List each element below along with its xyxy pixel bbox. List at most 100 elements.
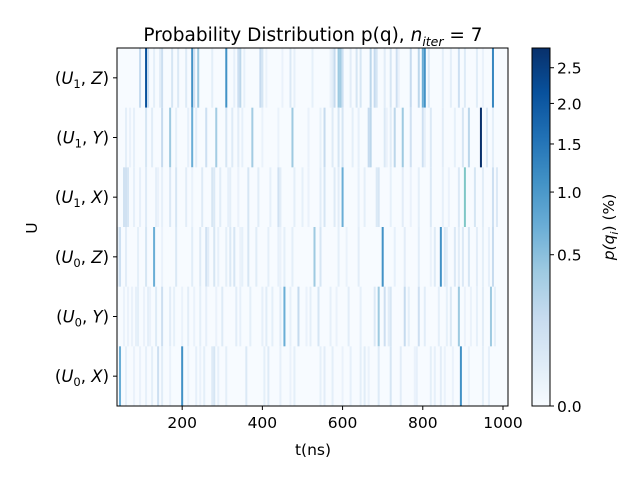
- heatmap-cell: [441, 167, 444, 227]
- heatmap-cell: [147, 286, 150, 347]
- heatmap-cell: [217, 227, 220, 287]
- heatmap-cell: [351, 107, 354, 168]
- heatmap-cell: [337, 227, 340, 287]
- heatmap-cell: [225, 227, 228, 287]
- heatmap-cell: [271, 286, 274, 347]
- heatmap-cell: [363, 346, 366, 406]
- heatmap-cell: [145, 346, 148, 406]
- heatmap-cell: [175, 167, 178, 227]
- heatmap-cell: [185, 167, 188, 227]
- heatmap-cell: [373, 286, 376, 347]
- heatmap-cell: [489, 286, 492, 347]
- heatmap-cell: [251, 107, 254, 168]
- heatmap-cell: [491, 48, 494, 108]
- heatmap-cell: [145, 48, 148, 108]
- colorbar-tick-label: 1.5: [557, 136, 582, 154]
- heatmap-cell: [307, 167, 310, 227]
- heatmap-cell: [355, 48, 358, 108]
- chart-title-text: Probability Distribution p(q),: [143, 25, 410, 46]
- heatmap-cell: [409, 107, 412, 168]
- heatmap-cell: [171, 48, 174, 108]
- heatmap-cell: [441, 107, 444, 168]
- heatmap-cell: [263, 346, 266, 406]
- heatmap-cell: [239, 227, 242, 287]
- heatmap-cell: [193, 286, 196, 347]
- heatmap-cell: [429, 167, 432, 227]
- heatmap-cell: [237, 107, 240, 168]
- heatmap-cells: [117, 48, 498, 406]
- heatmap-cell: [393, 227, 396, 287]
- colorbar-label-rest: ) (%): [600, 194, 618, 232]
- colorbar-tick-label: 0.5: [557, 247, 582, 265]
- heatmap-cell: [341, 48, 344, 108]
- heatmap-cell: [333, 167, 336, 227]
- heatmap-cell: [185, 48, 188, 108]
- heatmap-cell: [345, 227, 348, 287]
- heatmap-cell: [219, 167, 222, 227]
- heatmap-cell: [147, 48, 150, 108]
- heatmap-cell: [407, 286, 410, 347]
- y-tick-label: (U0, Y): [56, 308, 109, 330]
- heatmap-cell: [461, 107, 464, 168]
- heatmap-cell: [191, 107, 194, 168]
- heatmap-cell: [341, 167, 344, 227]
- colorbar-fill: [532, 48, 550, 406]
- heatmap-cell: [481, 346, 484, 406]
- heatmap-cell: [349, 48, 352, 108]
- heatmap-cell: [283, 227, 286, 287]
- heatmap-cell: [157, 167, 160, 227]
- heatmap-cell: [319, 167, 322, 227]
- heatmap-cell: [439, 227, 442, 287]
- heatmap-cell: [153, 227, 156, 287]
- heatmap-cell: [375, 48, 378, 108]
- heatmap-cell: [473, 167, 476, 227]
- heatmap-cell: [409, 48, 412, 108]
- heatmap-cell: [169, 346, 172, 406]
- heatmap-cell: [339, 48, 342, 108]
- heatmap-cell: [329, 48, 332, 108]
- heatmap-cell: [481, 286, 484, 347]
- heatmap-cell: [417, 167, 420, 227]
- heatmap-cell: [261, 286, 264, 347]
- heatmap-cell: [305, 286, 308, 347]
- heatmap-cell: [137, 227, 140, 287]
- heatmap-cell: [145, 227, 148, 287]
- heatmap-cell: [157, 346, 160, 406]
- heatmap-cell: [307, 107, 310, 168]
- heatmap-cell: [155, 167, 158, 227]
- heatmap-cell: [389, 167, 392, 227]
- heatmap-cell: [261, 48, 264, 108]
- colorbar-tick-label: 1.0: [557, 184, 582, 202]
- heatmap-cell: [323, 107, 326, 168]
- heatmap-cell: [277, 167, 280, 227]
- heatmap-cell: [357, 167, 360, 227]
- heatmap-cell: [279, 346, 282, 406]
- colorbar-label: p(qi) (%): [600, 194, 621, 262]
- heatmap-cell: [481, 227, 484, 287]
- heatmap-cell: [387, 286, 390, 347]
- heatmap-cell: [389, 346, 392, 406]
- heatmap-cell: [225, 48, 228, 108]
- heatmap-cell: [475, 286, 478, 347]
- heatmap-cell: [241, 107, 244, 168]
- colorbar-label-base: p(q: [600, 234, 618, 261]
- heatmap-cell: [225, 107, 228, 168]
- heatmap-cell: [261, 107, 264, 168]
- heatmap-cell: [347, 286, 350, 347]
- heatmap-cell: [259, 48, 262, 108]
- heatmap-cell: [329, 286, 332, 347]
- heatmap-cell: [487, 346, 490, 406]
- heatmap-cell: [333, 48, 336, 108]
- heatmap-cell: [155, 286, 158, 347]
- heatmap-cell: [401, 167, 404, 227]
- heatmap-cell: [341, 346, 344, 406]
- heatmap-cell: [139, 346, 142, 406]
- heatmap-cell: [461, 227, 464, 287]
- heatmap-cell: [389, 48, 392, 108]
- heatmap-cell: [433, 227, 436, 287]
- heatmap-cell: [479, 107, 482, 168]
- heatmap-cell: [393, 107, 396, 168]
- heatmap-cell: [279, 167, 282, 227]
- heatmap-cell: [133, 107, 136, 168]
- heatmap-cell: [237, 48, 240, 108]
